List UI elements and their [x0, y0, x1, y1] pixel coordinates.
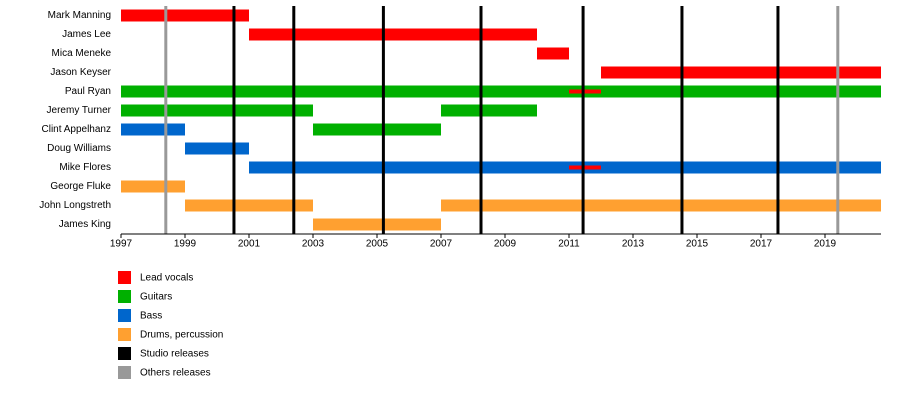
- x-tick-label: 2003: [302, 239, 325, 250]
- member-name: John Longstreth: [39, 200, 111, 211]
- role-bar: [313, 218, 441, 231]
- legend-label: Bass: [140, 311, 162, 322]
- x-tick-label: 2007: [430, 239, 453, 250]
- role-bar: [537, 47, 569, 60]
- member-name: Doug Williams: [47, 143, 111, 154]
- x-tick-label: 2005: [366, 239, 389, 250]
- legend-swatch: [118, 347, 131, 360]
- x-tick-label: 2001: [238, 239, 261, 250]
- role-bar: [249, 161, 881, 174]
- role-bar: [121, 180, 185, 193]
- role-bar: [249, 28, 537, 41]
- legend-label: Lead vocals: [140, 273, 193, 284]
- x-tick-label: 2009: [494, 239, 517, 250]
- x-tick-label: 1999: [174, 239, 197, 250]
- legend-label: Others releases: [140, 368, 211, 379]
- role-bar: [313, 123, 441, 136]
- role-bar: [185, 142, 249, 155]
- member-name: George Fluke: [50, 181, 111, 192]
- role-bar: [441, 199, 881, 212]
- legend-swatch: [118, 328, 131, 341]
- legend-swatch: [118, 309, 131, 322]
- x-tick-label: 2019: [814, 239, 837, 250]
- role-bar: [121, 85, 881, 98]
- member-name: Paul Ryan: [65, 86, 111, 97]
- x-tick-label: 2017: [750, 239, 773, 250]
- x-tick-label: 2011: [558, 239, 580, 250]
- member-name: Jeremy Turner: [47, 105, 112, 116]
- role-bar: [441, 104, 537, 117]
- legend-label: Studio releases: [140, 349, 209, 360]
- role-bar: [121, 104, 313, 117]
- legend-label: Drums, percussion: [140, 330, 223, 341]
- role-bar: [601, 66, 881, 79]
- role-bar: [121, 123, 185, 136]
- member-name: Mike Flores: [59, 162, 111, 173]
- member-name: Clint Appelhanz: [42, 124, 112, 135]
- x-tick-label: 2013: [622, 239, 645, 250]
- role-bar: [569, 89, 601, 94]
- legend-swatch: [118, 366, 131, 379]
- legend-swatch: [118, 271, 131, 284]
- member-name: Mica Meneke: [52, 48, 112, 59]
- member-name: James Lee: [62, 29, 111, 40]
- member-name: James King: [59, 219, 111, 230]
- role-bar: [121, 9, 249, 22]
- member-name: Mark Manning: [48, 10, 111, 21]
- member-name: Jason Keyser: [50, 67, 111, 78]
- role-bar: [569, 165, 601, 170]
- x-tick-label: 2015: [686, 239, 709, 250]
- legend-swatch: [118, 290, 131, 303]
- role-bar: [185, 199, 313, 212]
- x-tick-label: 1997: [110, 239, 133, 250]
- legend-label: Guitars: [140, 292, 172, 303]
